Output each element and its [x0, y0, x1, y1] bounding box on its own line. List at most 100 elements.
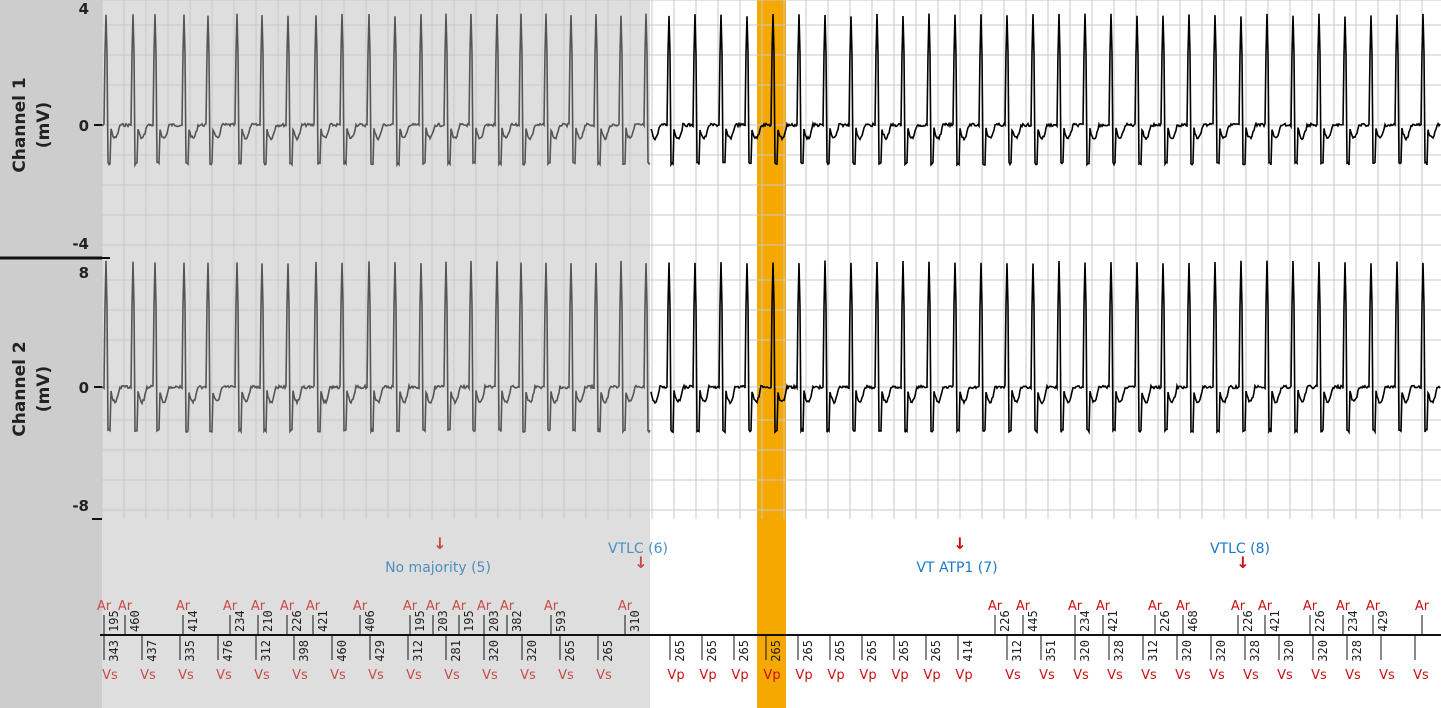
- atrial-marker: Ar: [251, 599, 266, 614]
- ventricular-marker: Vs: [1039, 668, 1055, 683]
- ventricular-marker: Vp: [891, 668, 908, 683]
- ventricular-interval: 328: [1350, 640, 1364, 662]
- ventricular-interval: 320: [525, 640, 539, 662]
- ventricular-interval: 320: [1180, 640, 1194, 662]
- atrial-marker: Ar: [1096, 599, 1111, 614]
- atrial-interval: 234: [1078, 610, 1092, 632]
- ventricular-marker: Vs: [1175, 668, 1191, 683]
- ventricular-interval: 320: [487, 640, 501, 662]
- ventricular-interval: 265: [563, 640, 577, 662]
- ventricular-marker: Vs: [1379, 668, 1395, 683]
- atrial-interval: 234: [233, 610, 247, 632]
- ch2-tick-zero: 0: [79, 379, 89, 397]
- ventricular-marker: Vs: [1243, 668, 1259, 683]
- ventricular-marker: Vs: [1141, 668, 1157, 683]
- atrial-marker: Ar: [1016, 599, 1031, 614]
- ventricular-marker: Vs: [292, 668, 308, 683]
- atrial-interval: 226: [290, 610, 304, 632]
- ventricular-marker: Vs: [1413, 668, 1429, 683]
- atrial-marker: Ar: [544, 599, 559, 614]
- atrial-interval: 234: [1346, 610, 1360, 632]
- ventricular-marker: Vs: [406, 668, 422, 683]
- atrial-interval: 429: [1376, 610, 1390, 632]
- atrial-interval: 460: [128, 610, 142, 632]
- ventricular-marker: Vs: [1073, 668, 1089, 683]
- atrial-marker: Ar: [280, 599, 295, 614]
- ch1-tick-bottom: -4: [72, 235, 89, 253]
- atrial-interval: 203: [487, 610, 501, 632]
- atrial-interval: 226: [998, 610, 1012, 632]
- annotation-vt-atp1: VT ATP1 (7): [916, 560, 997, 576]
- atrial-interval: 195: [107, 610, 121, 632]
- arrow-down-icon: ↓: [953, 534, 966, 553]
- arrow-down-icon: ↓: [1236, 553, 1249, 572]
- annotations: No majority (5) VTLC (6) VT ATP1 (7) VTL…: [385, 534, 1270, 576]
- annotation-vtlc-6: VTLC (6): [608, 541, 668, 557]
- ventricular-marker: Vs: [1005, 668, 1021, 683]
- marker-channel: Ar195Ar460Ar414Ar234Ar210Ar226Ar421Ar406…: [97, 599, 1430, 683]
- ventricular-marker: Vp: [795, 668, 812, 683]
- atrial-interval: 226: [1241, 610, 1255, 632]
- ventricular-marker: Vs: [444, 668, 460, 683]
- ventricular-interval: 320: [1078, 640, 1092, 662]
- ventricular-marker: Vp: [731, 668, 748, 683]
- atrial-interval: 210: [261, 610, 275, 632]
- ventricular-interval: 265: [601, 640, 615, 662]
- ventricular-marker: Vs: [1209, 668, 1225, 683]
- atrial-marker: Ar: [1068, 599, 1083, 614]
- atrial-interval: 226: [1313, 610, 1327, 632]
- atrial-marker: Ar: [353, 599, 368, 614]
- ventricular-marker: Vs: [482, 668, 498, 683]
- ventricular-interval: 320: [1282, 640, 1296, 662]
- label-gutter: [0, 0, 102, 708]
- channel-1-unit: (mV): [34, 102, 54, 148]
- channel-1-label: Channel 1: [10, 77, 30, 172]
- ventricular-marker: Vs: [1277, 668, 1293, 683]
- ventricular-interval: 265: [929, 640, 943, 662]
- atrial-interval: 421: [1106, 610, 1120, 632]
- ventricular-interval: 265: [801, 640, 815, 662]
- atrial-interval: 195: [462, 610, 476, 632]
- annotation-no-majority: No majority (5): [385, 560, 491, 576]
- atrial-interval: 195: [413, 610, 427, 632]
- ventricular-interval: 343: [107, 640, 121, 662]
- annotation-vtlc-8: VTLC (8): [1210, 541, 1270, 557]
- ventricular-marker: Vs: [520, 668, 536, 683]
- atrial-marker: Ar: [426, 599, 441, 614]
- channel-1-trace-post: [650, 13, 1441, 168]
- ch2-tick-bottom: -8: [72, 497, 89, 515]
- ventricular-interval: 312: [1146, 640, 1160, 662]
- atrial-interval: 421: [1268, 610, 1282, 632]
- ventricular-marker: Vp: [955, 668, 972, 683]
- channel-2-unit: (mV): [34, 366, 54, 412]
- ventricular-interval: 429: [373, 640, 387, 662]
- atrial-interval: 406: [363, 610, 377, 632]
- ventricular-marker: Vp: [827, 668, 844, 683]
- atrial-marker: Ar: [452, 599, 467, 614]
- atrial-marker: Ar: [176, 599, 191, 614]
- atrial-marker: Ar: [477, 599, 492, 614]
- atrial-marker: Ar: [988, 599, 1003, 614]
- atrial-marker: Ar: [118, 599, 133, 614]
- ventricular-interval: 460: [335, 640, 349, 662]
- atrial-interval: 421: [316, 610, 330, 632]
- ventricular-marker: Vs: [140, 668, 156, 683]
- atrial-marker: Ar: [403, 599, 418, 614]
- atrial-marker: Ar: [223, 599, 238, 614]
- atrial-marker: Ar: [1366, 599, 1381, 614]
- ventricular-interval: 265: [833, 640, 847, 662]
- ventricular-marker: Vp: [859, 668, 876, 683]
- ventricular-marker: Vp: [667, 668, 684, 683]
- ventricular-marker: Vs: [1107, 668, 1123, 683]
- atrial-interval: 593: [554, 610, 568, 632]
- ventricular-marker: Vs: [254, 668, 270, 683]
- atrial-interval: 310: [628, 610, 642, 632]
- ventricular-interval: 398: [297, 640, 311, 662]
- ventricular-marker: Vs: [368, 668, 384, 683]
- atrial-interval: 203: [436, 610, 450, 632]
- atrial-marker: Ar: [1336, 599, 1351, 614]
- ventricular-marker: Vs: [102, 668, 118, 683]
- ventricular-marker: Vp: [699, 668, 716, 683]
- ventricular-interval: 265: [737, 640, 751, 662]
